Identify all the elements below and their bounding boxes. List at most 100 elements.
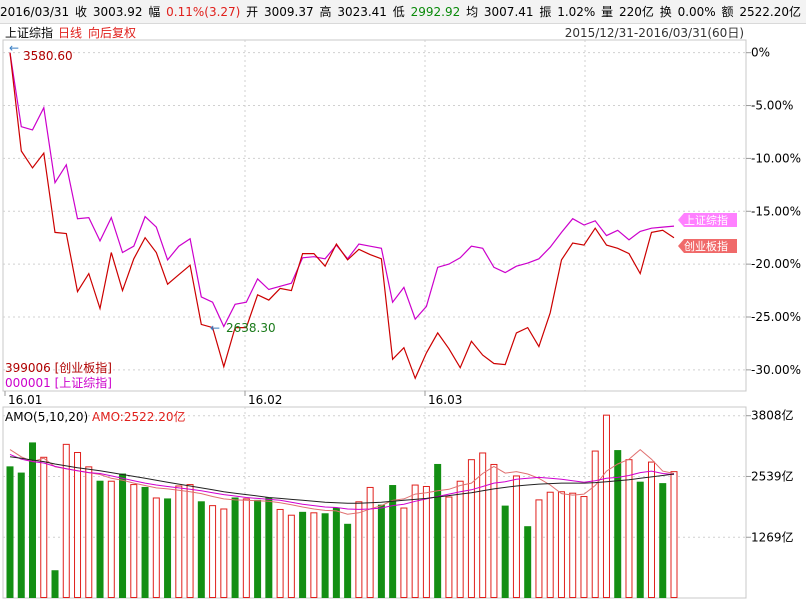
amo-bar (422, 485, 430, 598)
amo-title: AMO(5,10,20) (5, 410, 88, 424)
amo-bar (411, 484, 419, 598)
chart-canvas[interactable]: 上证综指 日线 向后复权 2015/12/31-2016/03/31(60日) … (0, 24, 806, 606)
change-label: 幅 (148, 5, 161, 19)
amo-bar (107, 480, 115, 598)
amo-bar (242, 498, 250, 599)
amo-bar (647, 461, 655, 599)
amo-ma20-line (9, 456, 675, 504)
amo-bar (614, 450, 622, 598)
date-range: 2015/12/31-2016/03/31(60日) (565, 26, 744, 40)
amo-bar (377, 504, 385, 598)
min-arrow-icon: ← (210, 321, 220, 335)
amo-ma10-line (9, 453, 675, 510)
amo-bar (276, 508, 284, 598)
amo-bar (321, 513, 329, 598)
amo-bar (670, 471, 678, 598)
open-label: 开 (246, 5, 259, 19)
price-y-tick-label: -20.00% (751, 257, 801, 271)
amo-bar (141, 486, 149, 598)
amo-bar (29, 442, 37, 598)
volume-value: 220亿 (619, 5, 654, 19)
price-grid (3, 40, 746, 391)
amo-bar (434, 463, 442, 598)
amo-bar (265, 497, 273, 598)
amo-bar (209, 505, 217, 599)
max-arrow-icon: ← (9, 41, 19, 55)
amo-bar (501, 505, 509, 598)
amo-y-ticks: 3808亿 2539亿 1269亿 (746, 408, 794, 544)
chinext-line (9, 52, 675, 380)
amo-bar (310, 512, 318, 599)
price-y-tick-label: 0% (751, 46, 770, 60)
price-panel-frame (2, 39, 747, 392)
amo-y-tick-label: 2539亿 (751, 468, 794, 483)
amo-bar (299, 511, 307, 598)
amo-bar (535, 499, 543, 598)
amo-bar (580, 496, 588, 598)
amplitude-value: 1.02% (557, 5, 596, 19)
price-y-tick-label: -30.00% (751, 363, 801, 377)
amo-bar (130, 484, 138, 599)
end-label-chinext-text: 创业板指 (684, 239, 728, 253)
open-value: 3009.37 (264, 5, 314, 19)
amo-bar (175, 485, 183, 598)
period-label: 日线 (58, 26, 82, 40)
amo-bars (6, 414, 678, 599)
amo-bar (164, 498, 172, 598)
amo-panel-frame (2, 406, 747, 599)
amo-bar (512, 475, 520, 599)
low-label: 低 (392, 5, 405, 19)
amount-value: 2522.20亿 (739, 5, 801, 19)
amo-bar (152, 497, 160, 599)
amo-bar (659, 483, 667, 598)
end-label-sse: 上证综指 (678, 213, 737, 227)
max-annotation: 3580.60 (23, 49, 73, 63)
amo-ma-lines (9, 448, 675, 515)
amo-bar (287, 514, 295, 599)
amo-bar (456, 480, 464, 598)
amo-value: AMO:2522.20亿 (92, 409, 185, 424)
amo-bar (445, 496, 453, 599)
low-value: 2992.92 (410, 5, 461, 19)
amo-bar (524, 526, 532, 598)
turnover-value: 0.00% (677, 5, 716, 19)
min-annotation: 2638.30 (226, 321, 276, 335)
price-y-tick-label: -25.00% (751, 310, 801, 324)
amo-bar (636, 481, 644, 598)
volume-label: 量 (601, 5, 614, 19)
amo-bar (569, 492, 577, 598)
price-y-tick-label: -5.00% (751, 99, 793, 113)
x-ticks: 16.01 16.02 16.03 (4, 391, 462, 407)
amo-ma5-line (9, 448, 675, 515)
amo-bar (400, 507, 408, 598)
close-value: 3003.92 (92, 5, 143, 19)
amo-bar (254, 499, 262, 598)
amo-bar (96, 480, 104, 598)
amo-bar (85, 466, 93, 598)
avg-value: 3007.41 (483, 5, 534, 19)
price-y-ticks: 0% -5.00% -10.00% -15.00% -20.00% -25.00% -30.… (746, 46, 801, 377)
index-name: 上证综指 (5, 25, 53, 40)
amo-bar (479, 452, 487, 598)
quote-date: 2016/03/31 (0, 5, 70, 19)
amo-bar (389, 485, 397, 598)
turnover-label: 换 (659, 5, 672, 19)
amo-y-tick-label: 1269亿 (751, 529, 794, 544)
amo-y-tick-label: 3808亿 (751, 408, 794, 423)
price-y-tick-label: -15.00% (751, 204, 801, 218)
amo-bar (186, 484, 194, 599)
amo-bar (17, 472, 25, 598)
amount-label: 额 (721, 5, 734, 19)
amo-bar (332, 507, 340, 598)
amo-bar (490, 463, 498, 598)
sse-composite-line (9, 52, 675, 328)
x-tick-label: 16.03 (428, 393, 462, 407)
amo-bar (546, 491, 554, 598)
quote-bar: 2016/03/31 收 3003.92 幅 0.11%(3.27) 开 300… (0, 0, 806, 24)
x-tick-label: 16.02 (248, 393, 282, 407)
amplitude-label: 振 (539, 5, 552, 19)
amo-bar (220, 508, 228, 598)
high-value: 3023.41 (337, 5, 387, 19)
end-label-chinext: 创业板指 (678, 239, 737, 253)
amo-bar (197, 501, 205, 598)
